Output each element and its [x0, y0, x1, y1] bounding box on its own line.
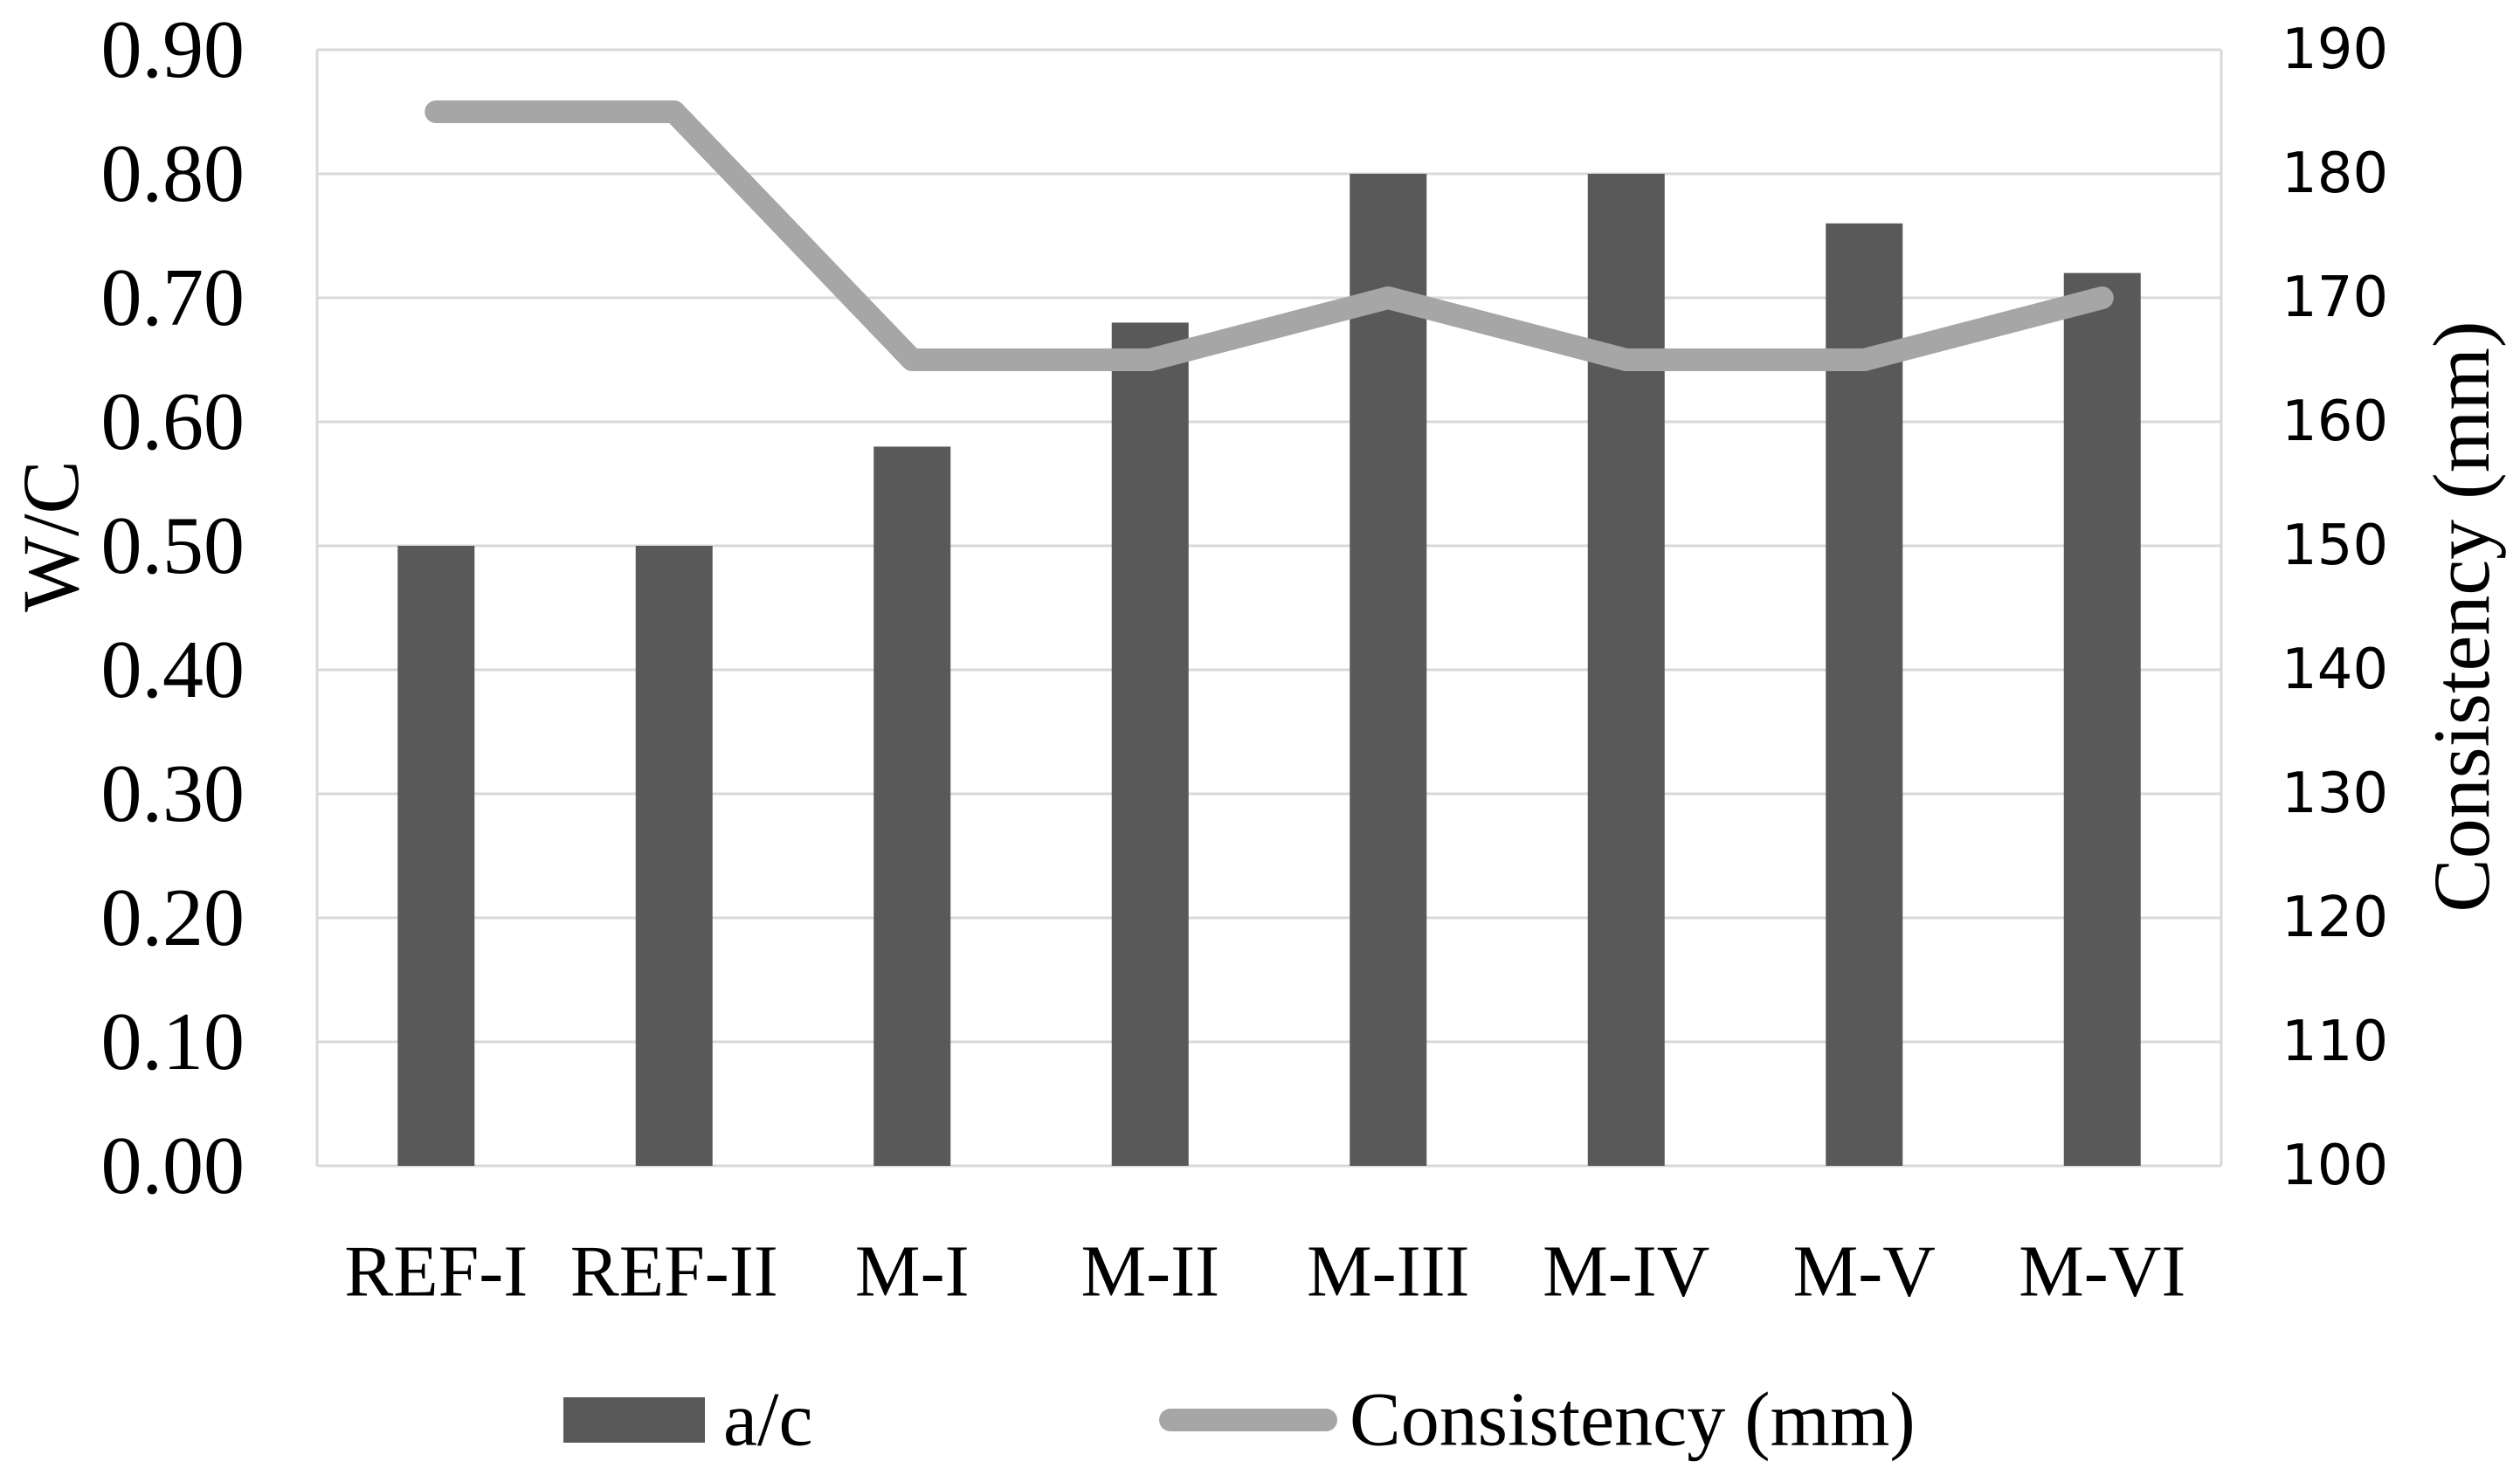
left-axis-tick-0.20: 0.20 — [101, 872, 245, 963]
bar-m-iv — [1587, 174, 1665, 1166]
left-axis-tick-0.10: 0.10 — [101, 996, 245, 1087]
consistency-line — [425, 100, 2114, 371]
right-axis-tick-140: 140 — [2282, 638, 2388, 702]
left-axis-tick-0.30: 0.30 — [101, 748, 245, 839]
right-axis-title: Consistency (mm) — [2417, 321, 2506, 912]
right-axis-ticks: 190 180 170 160 150 140 130 120 110 100 — [2282, 17, 2388, 1198]
legend-bar-swatch — [563, 1397, 705, 1443]
right-axis-tick-150: 150 — [2282, 513, 2388, 578]
bar-m-vi — [2063, 272, 2141, 1167]
left-axis-tick-0.70: 0.70 — [101, 252, 245, 343]
left-axis-title: W/C — [6, 460, 95, 612]
left-axis-tick-0.90: 0.90 — [101, 4, 245, 95]
right-axis-tick-100: 100 — [2282, 1134, 2388, 1198]
right-axis-tick-190: 190 — [2282, 17, 2388, 82]
category-label-ref-i: REF-I — [344, 1231, 528, 1313]
bar-series-layer — [397, 174, 2141, 1167]
category-label-m-v: M-V — [1793, 1231, 1936, 1313]
category-label-m-iv: M-IV — [1543, 1231, 1709, 1313]
right-axis-tick-180: 180 — [2282, 141, 2388, 206]
left-axis-tick-0.40: 0.40 — [101, 624, 245, 715]
legend-bar-label: a/c — [723, 1378, 813, 1463]
left-axis-tick-0.80: 0.80 — [101, 128, 245, 219]
right-axis-tick-160: 160 — [2282, 389, 2388, 454]
right-axis-tick-110: 110 — [2282, 1010, 2388, 1074]
bar-ref-ii — [635, 546, 713, 1166]
line-series-layer — [425, 100, 2114, 371]
category-label-ref-ii: REF-II — [570, 1231, 778, 1313]
left-axis-tick-0.60: 0.60 — [101, 376, 245, 467]
category-label-m-ii: M-II — [1080, 1231, 1219, 1313]
right-axis-tick-170: 170 — [2282, 265, 2388, 330]
bar-m-v — [1826, 223, 1903, 1166]
left-axis-tick-0.00: 0.00 — [101, 1120, 245, 1211]
left-axis-ticks: 0.90 0.80 0.70 0.60 0.50 0.40 0.30 0.20 0.10 0.00 — [101, 4, 245, 1211]
bar-m-i — [873, 446, 951, 1166]
legend-line-label: Consistency (mm) — [1350, 1378, 1916, 1463]
gridlines-layer — [315, 48, 2223, 1168]
legend: a/c Consistency (mm) — [563, 1378, 1916, 1463]
bar-ref-i — [397, 546, 475, 1166]
bar-m-iii — [1350, 174, 1427, 1166]
left-axis-tick-0.50: 0.50 — [101, 500, 245, 591]
bar-m-ii — [1111, 322, 1189, 1166]
right-axis-tick-130: 130 — [2282, 762, 2388, 826]
category-label-m-iii: M-III — [1307, 1231, 1470, 1313]
right-axis-tick-120: 120 — [2282, 886, 2388, 950]
category-axis-labels: REF-I REF-II M-I M-II M-III M-IV M-V M-VI — [344, 1231, 2185, 1313]
category-label-m-i: M-I — [855, 1231, 970, 1313]
category-label-m-vi: M-VI — [2019, 1231, 2185, 1313]
